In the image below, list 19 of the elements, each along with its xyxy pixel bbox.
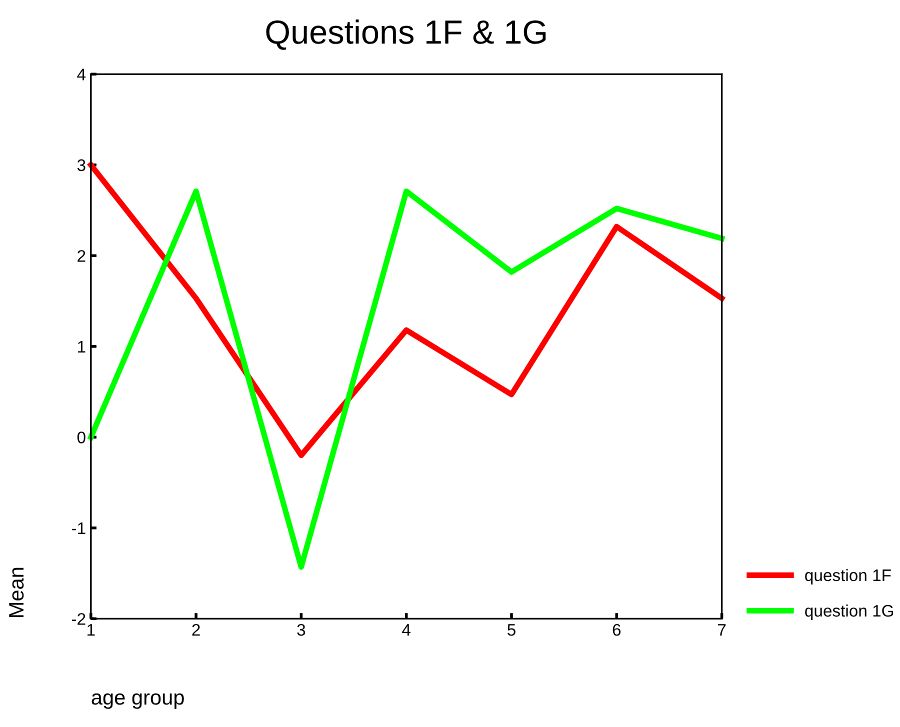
x-tick-label: 3 <box>297 624 306 636</box>
y-tick-label: 2 <box>78 250 86 262</box>
y-tick-label: 4 <box>77 68 86 80</box>
x-tick-label: 7 <box>718 624 726 636</box>
y-tick-label: 3 <box>77 159 86 172</box>
x-tick-label: 2 <box>192 624 200 636</box>
x-axis-title: age group <box>92 693 184 709</box>
y-axis-title: Mean <box>9 568 24 617</box>
x-tick-label: 1 <box>88 624 95 636</box>
y-tick-label: 1 <box>78 340 86 352</box>
y-tick-label: 0 <box>77 432 86 444</box>
legend-label: question 1G <box>805 604 894 620</box>
x-tick-label: 5 <box>508 624 516 636</box>
x-tick-label: 6 <box>612 624 621 636</box>
x-tick-label: 4 <box>402 624 410 636</box>
chart-title: Questions 1F & 1G <box>266 19 546 50</box>
y-tick-label: -2 <box>72 613 86 625</box>
y-tick-label: -1 <box>72 522 86 534</box>
legend-label: question 1F <box>805 568 891 584</box>
